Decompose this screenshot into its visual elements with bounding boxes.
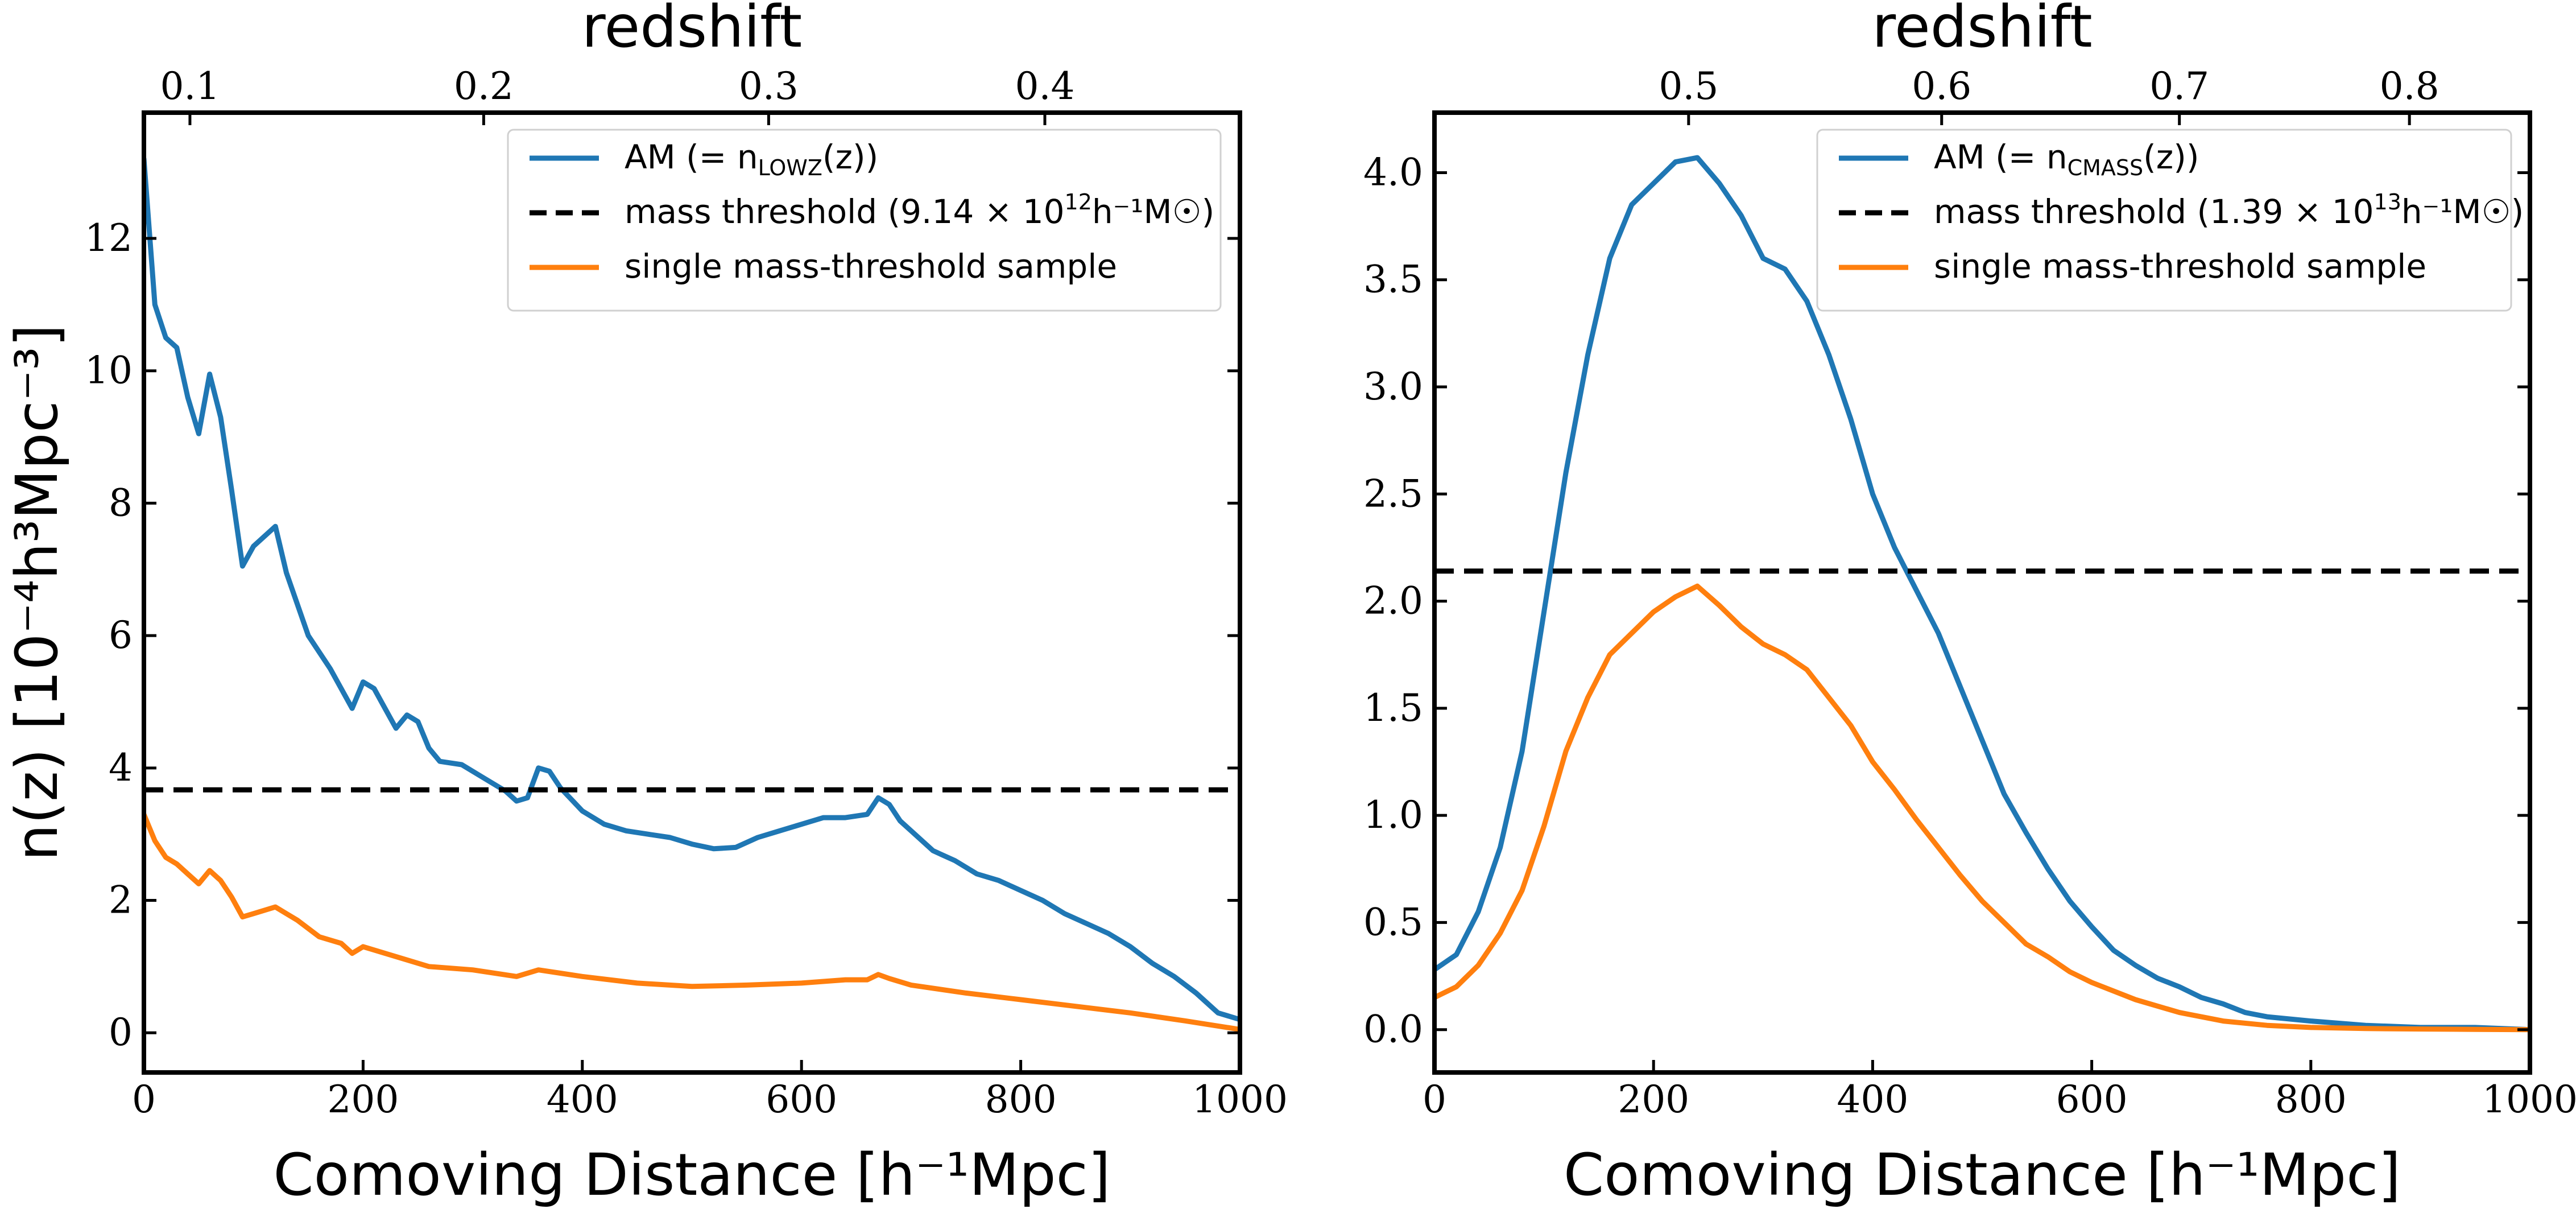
x-axis-title: Comoving Distance [h⁻¹Mpc] xyxy=(1564,1141,2401,1209)
legend-label-subscript: CMASS xyxy=(2068,155,2144,180)
legend-label-tail: h⁻¹M☉) xyxy=(2401,192,2524,231)
x-tick-label: 600 xyxy=(766,1078,837,1121)
legend-label: single mass-threshold sample xyxy=(1934,247,2426,286)
top-tick-label: 0.3 xyxy=(739,64,799,108)
y-tick-label: 2 xyxy=(109,878,133,922)
y-tick-label: 10 xyxy=(85,349,133,393)
legend-box xyxy=(1816,129,2512,312)
top-tick-label: 0.7 xyxy=(2149,64,2209,108)
single-threshold-series-line xyxy=(1434,583,2530,1033)
legend-label-main: single mass-threshold sample xyxy=(625,247,1117,286)
top-tick-label: 0.1 xyxy=(160,64,220,108)
y-tick-label: 1.5 xyxy=(1363,686,1423,730)
legend-label-superscript: 12 xyxy=(1065,189,1092,214)
y-tick-label: 2.0 xyxy=(1363,579,1423,623)
legend-label: AM (= nCMASS(z)) xyxy=(1934,138,2199,180)
top-tick-label: 0.5 xyxy=(1659,64,1718,108)
x-tick-label: 400 xyxy=(547,1078,618,1121)
redshift-axis-title: redshift xyxy=(1872,0,2092,61)
legend-label-main: AM (= n xyxy=(1934,138,2068,176)
y-axis-title: n(z) [10⁻⁴h³Mpc⁻³] xyxy=(3,324,71,861)
legend-label-superscript: 13 xyxy=(2374,189,2401,214)
legend-label-main: AM (= n xyxy=(625,138,758,176)
legend-label: mass threshold (1.39 × 1013h⁻¹M☉) xyxy=(1934,189,2524,231)
axes-frame xyxy=(142,110,1242,1075)
y-tick-label: 0 xyxy=(109,1010,133,1054)
legend-label: mass threshold (9.14 × 1012h⁻¹M☉) xyxy=(625,189,1214,231)
x-axis-title: Comoving Distance [h⁻¹Mpc] xyxy=(273,1141,1110,1209)
y-tick-label: 3.5 xyxy=(1363,258,1423,302)
right-panel: 0 200 400 600 800 1000 0.0 0.5 1.0 1.5 2.0 2.5 3.0 3.… xyxy=(1363,0,2576,1209)
y-tick-label: 2.5 xyxy=(1363,472,1423,515)
y-tick-label: 4 xyxy=(109,746,133,790)
top-tick-label: 0.6 xyxy=(1912,64,1971,108)
legend-label-main: mass threshold (1.39 × 10 xyxy=(1934,192,2374,231)
series-group xyxy=(144,156,1240,1032)
x-tick-label: 200 xyxy=(1618,1078,1689,1121)
legend-label-subscript: LOWZ xyxy=(758,155,822,180)
redshift-axis-title: redshift xyxy=(582,0,802,61)
legend-label-main: single mass-threshold sample xyxy=(1934,247,2426,286)
top-tick-label: 0.2 xyxy=(454,64,514,108)
series-group xyxy=(1434,155,2530,1033)
y-tick-label: 6 xyxy=(109,613,133,657)
x-tick-label: 800 xyxy=(985,1078,1057,1121)
am-series-line xyxy=(1434,155,2530,1033)
y-tick-label: 0.5 xyxy=(1363,900,1423,944)
top-tick-label: 0.8 xyxy=(2380,64,2439,108)
x-tick-label: 200 xyxy=(327,1078,399,1121)
x-tick-label: 1000 xyxy=(1192,1078,1288,1121)
y-tick-label: 4.0 xyxy=(1363,150,1423,194)
axes-frame xyxy=(1432,110,2532,1075)
y-tick-label: 3.0 xyxy=(1363,365,1423,409)
legend-label-tail: h⁻¹M☉) xyxy=(1092,192,1214,231)
legend-label: AM (= nLOWZ(z)) xyxy=(625,138,878,180)
legend-label: single mass-threshold sample xyxy=(625,247,1117,286)
y-tick-label: 8 xyxy=(109,481,133,525)
am-series-line xyxy=(144,156,1240,1022)
x-tick-label: 400 xyxy=(1837,1078,1908,1121)
x-tick-label: 1000 xyxy=(2482,1078,2576,1121)
legend: AM (= nLOWZ(z)) mass threshold (9.14 × 10… xyxy=(507,129,1222,312)
y-tick-label: 1.0 xyxy=(1363,793,1423,837)
legend-label-tail: (z)) xyxy=(822,138,878,176)
y-tick-label: 12 xyxy=(85,216,133,260)
x-tick-label: 0 xyxy=(1423,1078,1446,1121)
single-threshold-series-line xyxy=(144,811,1240,1032)
x-tick-label: 0 xyxy=(132,1078,156,1121)
left-panel: 0 200 400 600 800 1000 0 2 4 6 8 10 12 0.1 0.2 0.3 0.4 re… xyxy=(3,0,1288,1209)
x-tick-label: 800 xyxy=(2275,1078,2347,1121)
y-tick-label: 0.0 xyxy=(1363,1008,1423,1051)
top-tick-label: 0.4 xyxy=(1015,64,1075,108)
legend-label-main: mass threshold (9.14 × 10 xyxy=(625,192,1065,231)
legend-label-tail: (z)) xyxy=(2143,138,2199,176)
x-tick-label: 600 xyxy=(2056,1078,2128,1121)
legend-box xyxy=(507,129,1222,312)
legend: AM (= nCMASS(z)) mass threshold (1.39 × 1… xyxy=(1816,129,2524,312)
